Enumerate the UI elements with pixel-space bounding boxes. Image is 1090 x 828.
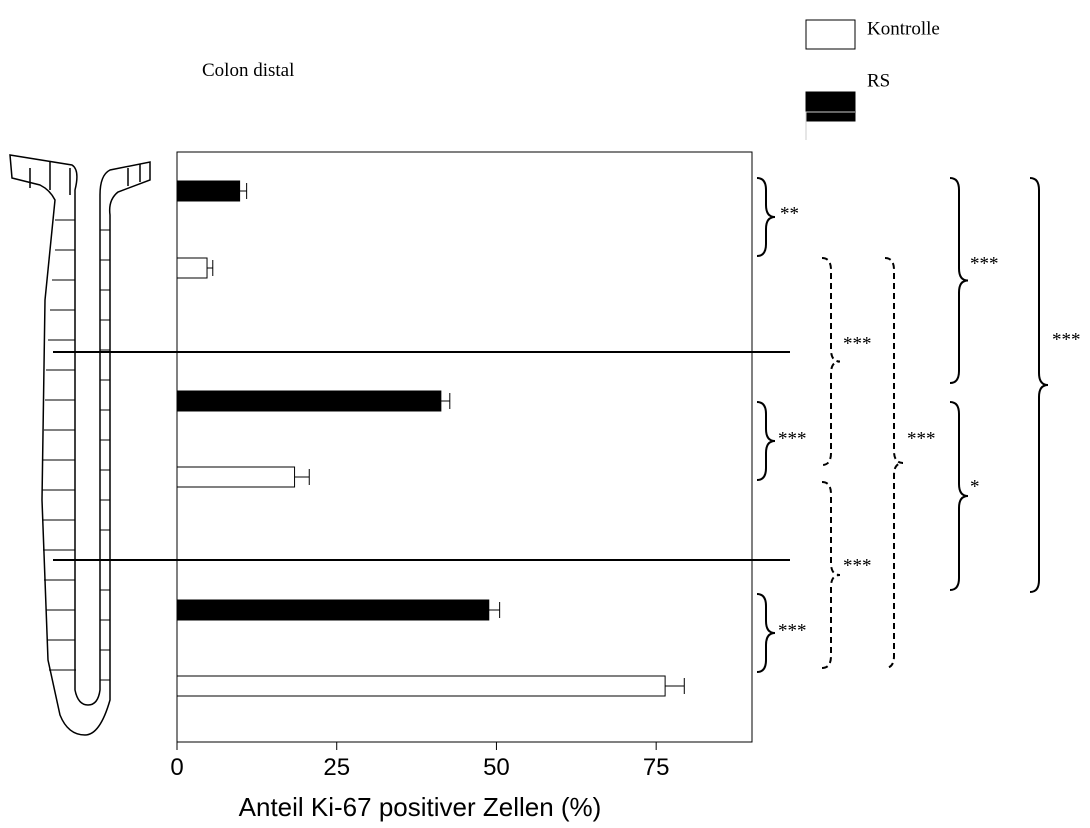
legend-swatch — [806, 92, 855, 121]
significance-bracket — [757, 594, 775, 672]
significance-bracket — [950, 402, 968, 590]
significance-bracket — [757, 402, 775, 480]
chart: Colon distal Anteil Ki-67 positiver Zell… — [0, 0, 1090, 828]
bar — [177, 600, 489, 620]
error-bar — [489, 602, 500, 618]
x-tick-label: 0 — [170, 754, 183, 781]
bar — [177, 391, 441, 411]
error-bar — [207, 260, 213, 276]
error-bar — [665, 678, 684, 694]
crypt-illustration — [10, 155, 150, 735]
bar — [177, 258, 207, 278]
significance-bracket — [757, 178, 775, 256]
significance-bracket — [822, 258, 840, 465]
x-tick-label: 25 — [323, 754, 350, 781]
legend-swatch — [806, 20, 855, 49]
bar — [177, 467, 295, 487]
legend-label: RS — [867, 70, 890, 91]
significance-label: *** — [843, 555, 872, 576]
significance-label: *** — [907, 428, 936, 449]
error-bar — [441, 393, 450, 409]
plot-frame — [177, 152, 752, 742]
x-tick-label: 50 — [483, 754, 510, 781]
significance-bracket — [822, 482, 840, 668]
bar — [177, 676, 665, 696]
x-axis-label: Anteil Ki-67 positiver Zellen (%) — [239, 792, 602, 822]
significance-bracket — [885, 258, 903, 668]
error-bar — [295, 469, 310, 485]
legend-label: Kontrolle — [867, 18, 940, 39]
significance-bracket — [1030, 178, 1048, 592]
significance-label: *** — [1052, 329, 1081, 350]
chart-title: Colon distal — [202, 60, 294, 81]
significance-label: *** — [778, 428, 807, 449]
x-tick-label: 75 — [643, 754, 670, 781]
significance-bracket — [950, 178, 968, 383]
error-bar — [240, 183, 247, 199]
significance-label: * — [970, 476, 980, 497]
significance-label: ** — [780, 203, 799, 224]
significance-label: *** — [778, 620, 807, 641]
bar — [177, 181, 240, 201]
significance-label: *** — [970, 253, 999, 274]
significance-label: *** — [843, 333, 872, 354]
